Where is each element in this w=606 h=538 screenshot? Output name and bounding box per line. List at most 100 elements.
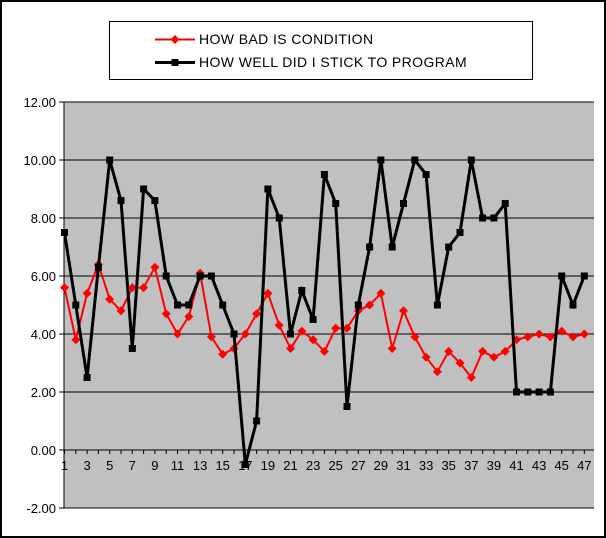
data-point-marker: [411, 156, 419, 164]
data-point-marker: [421, 352, 431, 362]
x-axis-label: 19: [261, 458, 275, 473]
data-point-marker: [489, 352, 499, 362]
data-point-marker: [287, 330, 294, 338]
data-point-marker: [264, 185, 272, 193]
data-point-marker: [150, 262, 160, 272]
data-point-marker: [354, 301, 362, 309]
data-point-marker: [377, 156, 385, 164]
x-axis-label: 3: [83, 458, 90, 473]
x-axis-label: 5: [106, 458, 113, 473]
data-point-marker: [445, 243, 453, 251]
data-point-marker: [433, 301, 441, 309]
data-point-marker: [263, 288, 273, 298]
data-point-marker: [478, 346, 488, 356]
x-axis-label: 29: [374, 458, 388, 473]
x-axis-label: 43: [532, 458, 546, 473]
data-point-marker: [580, 272, 588, 280]
x-axis-label: 21: [283, 458, 297, 473]
y-axis-label: -2.00: [26, 501, 56, 516]
data-point-marker: [422, 171, 430, 178]
data-point-marker: [332, 200, 340, 207]
data-point-marker: [240, 329, 250, 339]
data-point-marker: [173, 329, 182, 339]
data-point-marker: [455, 358, 465, 368]
x-axis-label: 37: [464, 458, 478, 473]
data-point-marker: [376, 288, 386, 298]
data-point-marker: [524, 388, 532, 396]
data-point-marker: [161, 309, 171, 319]
legend-square: [171, 58, 179, 66]
data-point-marker: [139, 283, 149, 293]
x-axis-label: 27: [351, 458, 365, 473]
x-axis-label: 39: [487, 458, 501, 473]
data-point-marker: [490, 214, 498, 222]
legend-entry-program: HOW WELL DID I STICK TO PROGRAM: [155, 51, 532, 74]
data-point-marker: [196, 272, 204, 280]
data-point-marker: [343, 403, 351, 410]
data-point-marker: [500, 346, 510, 356]
legend-label-program: HOW WELL DID I STICK TO PROGRAM: [199, 54, 468, 70]
data-point-marker: [569, 301, 577, 309]
data-point-marker: [456, 229, 464, 236]
data-point-marker: [309, 316, 317, 323]
data-point-marker: [523, 332, 533, 342]
data-point-marker: [105, 294, 115, 304]
data-point-marker: [513, 388, 520, 396]
data-point-marker: [60, 283, 69, 293]
data-point-marker: [241, 461, 249, 468]
chart-legend: HOW BAD IS CONDITION HOW WELL DID I STIC…: [109, 21, 533, 80]
data-point-marker: [545, 332, 555, 342]
data-point-marker: [206, 332, 216, 342]
legend-marker-diamond-icon: [155, 34, 195, 44]
data-point-marker: [319, 346, 329, 356]
data-point-marker: [298, 287, 306, 294]
data-point-marker: [331, 323, 341, 333]
data-point-marker: [579, 329, 589, 339]
data-point-marker: [410, 332, 420, 342]
x-axis-label: 31: [396, 458, 410, 473]
data-point-marker: [501, 200, 509, 207]
x-axis-label: 9: [151, 458, 158, 473]
x-axis-label: 13: [193, 458, 207, 473]
data-point-marker: [432, 367, 442, 377]
data-point-marker: [218, 349, 228, 359]
data-point-marker: [366, 243, 374, 251]
data-point-marker: [61, 229, 68, 236]
data-point-marker: [400, 200, 407, 207]
data-point-marker: [308, 335, 318, 345]
data-point-marker: [106, 156, 114, 164]
series-program: [61, 156, 588, 468]
data-point-marker: [387, 344, 397, 353]
data-point-marker: [82, 288, 92, 298]
x-axis-label: 33: [419, 458, 433, 473]
data-point-marker: [320, 171, 328, 178]
data-point-marker: [535, 388, 543, 396]
data-point-marker: [297, 326, 307, 336]
data-point-marker: [342, 323, 352, 333]
x-axis-label: 45: [554, 458, 568, 473]
data-point-marker: [230, 330, 238, 338]
data-point-marker: [479, 214, 487, 222]
data-point-marker: [174, 301, 181, 309]
data-point-marker: [466, 373, 476, 382]
data-point-marker: [568, 332, 578, 342]
data-point-marker: [83, 374, 91, 381]
data-point-marker: [151, 197, 159, 205]
legend-entry-condition: HOW BAD IS CONDITION: [155, 28, 532, 51]
x-axis-label: 47: [577, 458, 591, 473]
x-axis-label: 23: [306, 458, 320, 473]
y-axis-label: 4.00: [31, 327, 56, 342]
x-axis-label: 15: [215, 458, 229, 473]
data-point-marker: [286, 344, 295, 353]
data-point-marker: [546, 388, 554, 396]
data-point-marker: [127, 283, 137, 293]
data-point-marker: [72, 301, 80, 309]
data-point-marker: [219, 301, 227, 309]
data-point-marker: [116, 306, 126, 316]
data-point-marker: [128, 345, 136, 352]
data-point-marker: [71, 335, 81, 345]
series-condition: [60, 259, 589, 382]
data-point-marker: [162, 272, 170, 280]
data-point-marker: [558, 272, 566, 280]
